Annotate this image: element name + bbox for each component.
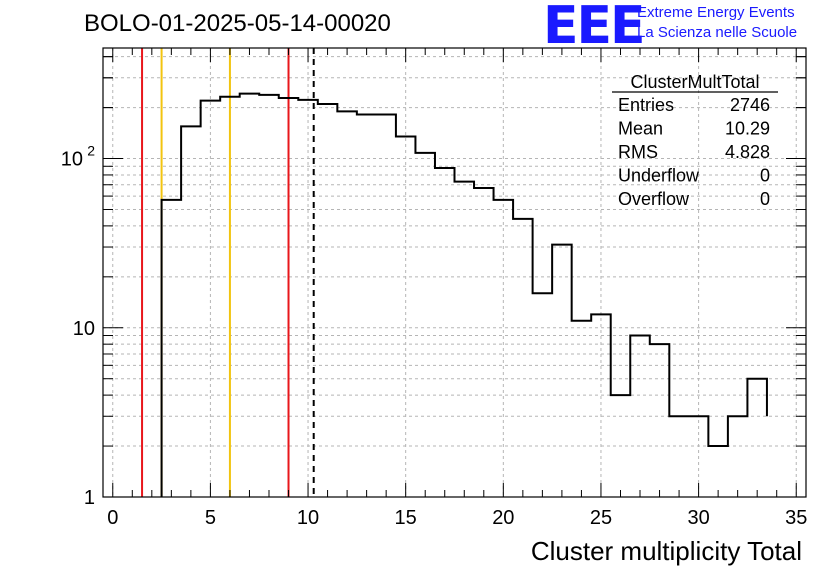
stats-row-value: 4.828: [725, 142, 770, 162]
x-tick-label: 20: [492, 507, 514, 529]
histogram-bins: [160, 92, 768, 497]
x-tick-label: 15: [395, 507, 417, 529]
histogram-series: [160, 92, 768, 497]
stats-row-label: Overflow: [618, 189, 690, 209]
stats-row-value: 2746: [730, 95, 770, 115]
logo-subtitle-line1: Extreme Energy Events: [637, 4, 795, 21]
stats-box: ClusterMultTotal Entries 2746 Mean 10.29 RMS 4…: [612, 72, 778, 209]
y-tick-label: 10: [73, 318, 95, 340]
y-tick-label: 10: [61, 149, 83, 171]
y-tick-label-exponent: 2: [87, 143, 95, 159]
eee-logo: EEE: [543, 0, 646, 56]
chart-title: BOLO-01-2025-05-14-00020: [84, 10, 391, 37]
x-axis-label: Cluster multiplicity Total: [531, 536, 802, 566]
x-tick-label: 25: [590, 507, 612, 529]
marker-lines: [141, 48, 315, 497]
stats-row-label: RMS: [618, 142, 658, 162]
stats-row-value: 0: [760, 189, 770, 209]
stats-row-label: Mean: [618, 119, 663, 139]
x-tick-label: 5: [205, 507, 216, 529]
x-tick-label: 35: [785, 507, 807, 529]
logo-subtitle-line2: La Scienza nelle Scuole: [637, 24, 798, 41]
stats-title: ClusterMultTotal: [630, 72, 759, 92]
x-tick-label: 30: [687, 507, 709, 529]
y-tick-label: 1: [84, 487, 95, 509]
stats-row-label: Underflow: [618, 166, 700, 186]
stats-row-value: 0: [760, 166, 770, 186]
plot-border: [102, 47, 807, 498]
x-tick-label: 0: [107, 507, 118, 529]
plot-frame: [102, 47, 807, 498]
stats-row-value: 10.29: [725, 119, 770, 139]
x-tick-label: 10: [297, 507, 319, 529]
grid-lines: [103, 48, 806, 497]
stats-row-label: Entries: [618, 95, 674, 115]
